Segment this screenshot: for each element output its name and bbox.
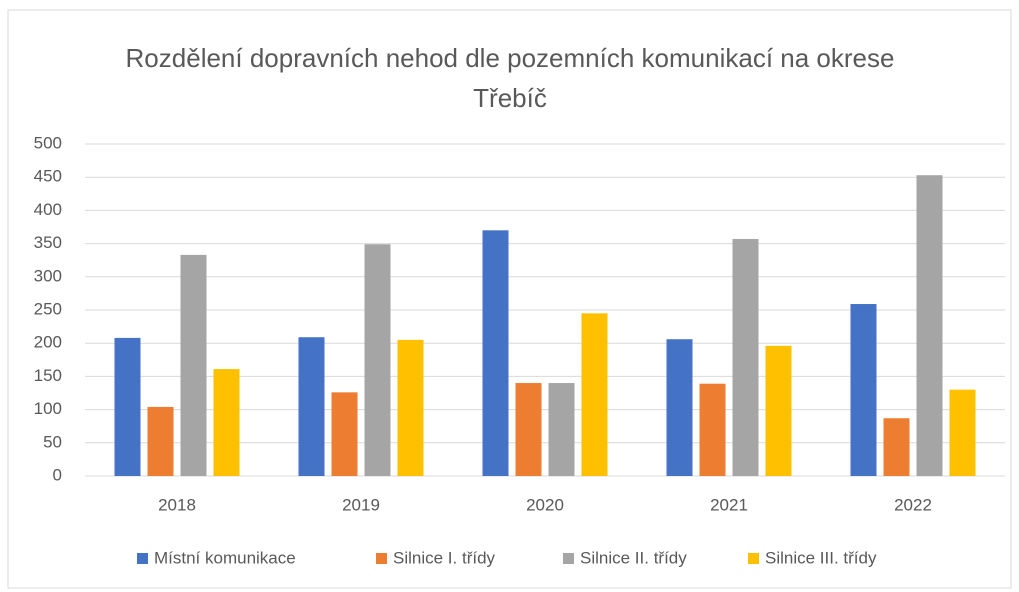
x-tick-label: 2021 [710, 495, 748, 514]
bar [548, 383, 575, 476]
bar [180, 254, 207, 476]
y-tick-label: 500 [34, 133, 62, 152]
x-tick-label: 2020 [526, 495, 564, 514]
bar [732, 238, 759, 476]
legend-label: Silnice II. třídy [580, 548, 687, 567]
legend-swatch [137, 553, 148, 564]
bar [331, 392, 358, 476]
chart-title: Rozdělení dopravních nehod dle pozemních… [125, 43, 895, 113]
bar [364, 244, 391, 476]
bar [147, 406, 174, 476]
legend-swatch [748, 553, 759, 564]
x-tick-label: 2022 [894, 495, 932, 514]
x-tick-label: 2019 [342, 495, 380, 514]
bar [114, 337, 141, 476]
legend-label: Silnice III. třídy [765, 548, 877, 567]
bar [213, 369, 240, 476]
bar [581, 313, 608, 476]
y-tick-label: 300 [34, 266, 62, 285]
legend-label: Místní komunikace [154, 548, 296, 567]
y-tick-label: 450 [34, 167, 62, 186]
bar [699, 383, 726, 476]
bar [397, 339, 424, 476]
bar [482, 230, 509, 476]
bar [850, 304, 877, 476]
legend-swatch [376, 553, 387, 564]
bar [666, 339, 693, 476]
y-tick-label: 100 [34, 399, 62, 418]
y-tick-label: 50 [43, 432, 62, 451]
bar [883, 418, 910, 476]
legend-label: Silnice I. třídy [393, 548, 496, 567]
bar [298, 337, 325, 476]
y-tick-label: 150 [34, 366, 62, 385]
chart-border [7, 9, 1012, 589]
bar [765, 345, 792, 476]
legend-swatch [563, 553, 574, 564]
x-tick-label: 2018 [158, 495, 196, 514]
bar [916, 175, 943, 476]
bar [515, 383, 542, 476]
bar [949, 389, 976, 476]
y-tick-label: 400 [34, 200, 62, 219]
y-tick-label: 0 [53, 465, 62, 484]
y-tick-label: 200 [34, 333, 62, 352]
y-tick-label: 250 [34, 299, 62, 318]
y-tick-label: 350 [34, 233, 62, 252]
